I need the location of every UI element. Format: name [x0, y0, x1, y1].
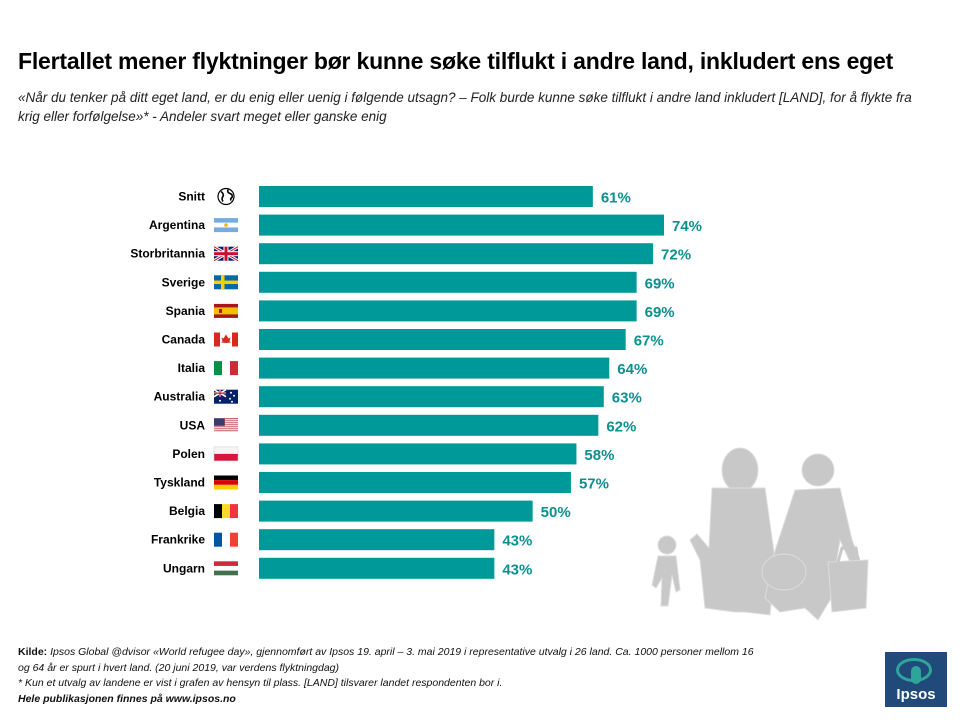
- bar-sverige: [259, 271, 637, 293]
- bar-row-canada: Canada 67%: [162, 329, 664, 350]
- category-label-spania: Spania: [166, 304, 206, 318]
- chart-title: Flertallet mener flyktninger bør kunne s…: [18, 48, 894, 74]
- flag-spain-icon: [214, 303, 238, 318]
- value-label-polen: 58%: [584, 447, 614, 464]
- value-label-frankrike: 43%: [502, 533, 532, 550]
- value-label-italia: 64%: [617, 361, 647, 378]
- flag-belgium-icon: [214, 504, 238, 519]
- bar-row-italia: Italia 64%: [178, 357, 647, 379]
- category-label-snitt: Snitt: [178, 190, 205, 204]
- value-label-argentina: 74%: [672, 218, 702, 235]
- bar-snitt: [259, 186, 593, 207]
- value-label-spania: 69%: [645, 304, 675, 321]
- flag-poland-icon: [213, 446, 239, 462]
- chart-subtitle: «Når du tenker på ditt eget land, er du …: [18, 90, 912, 124]
- value-label-australia: 63%: [612, 390, 642, 407]
- value-label-storbritannia: 72%: [661, 247, 691, 264]
- bar-row-ungarn: Ungarn 43%: [163, 557, 532, 579]
- bar-row-frankrike: Frankrike 43%: [151, 529, 532, 551]
- value-label-tyskland: 57%: [579, 476, 609, 493]
- flag-hungary-icon: [214, 561, 238, 576]
- flag-australia-icon: [213, 389, 238, 404]
- flag-sweden-icon: [214, 275, 238, 290]
- source-line: Kilde: Ipsos Global @dvisor «World refug…: [18, 645, 758, 676]
- globe-icon: [217, 187, 235, 206]
- flag-germany-icon: [214, 475, 238, 490]
- bar-row-spania: Spania 69%: [166, 300, 675, 322]
- bar-argentina: [259, 214, 664, 236]
- category-label-polen: Polen: [172, 447, 205, 461]
- value-label-ungarn: 43%: [502, 561, 532, 578]
- category-label-italia: Italia: [178, 361, 206, 375]
- bar-row-tyskland: Tyskland 57%: [154, 472, 609, 493]
- bar-usa: [259, 414, 599, 436]
- bar-row-belgia: Belgia 50%: [169, 500, 571, 522]
- category-label-tyskland: Tyskland: [154, 476, 205, 490]
- bar-row-polen: Polen 58%: [172, 443, 614, 465]
- category-label-sverige: Sverige: [162, 275, 206, 289]
- bar-chart: Snitt 61% Argentina 74% Storbritannia 72% Sver…: [130, 186, 869, 621]
- logo-text: Ipsos: [896, 686, 936, 703]
- source-text: Ipsos Global @dvisor «World refugee day»…: [18, 646, 754, 674]
- bar-row-storbritannia: Storbritannia 72%: [130, 243, 691, 265]
- flag-argentina-icon: [214, 218, 238, 233]
- bar-storbritannia: [259, 243, 654, 265]
- category-label-belgia: Belgia: [169, 504, 205, 518]
- value-label-usa: 62%: [606, 418, 636, 435]
- bar-canada: [259, 329, 626, 350]
- ipsos-logo: Ipsos: [885, 652, 947, 707]
- footer-notes: Kilde: Ipsos Global @dvisor «World refug…: [18, 645, 758, 707]
- category-label-australia: Australia: [154, 390, 206, 404]
- value-label-belgia: 50%: [541, 504, 571, 521]
- publication-note: Hele publikasjonen finnes på www.ipsos.n…: [18, 692, 236, 705]
- flag-usa-icon: [214, 418, 238, 433]
- flag-canada-icon: [214, 332, 238, 347]
- value-label-snitt: 61%: [601, 190, 631, 207]
- bar-polen: [259, 443, 577, 465]
- bar-ungarn: [259, 557, 495, 579]
- footnote: * Kun et utvalg av landene er vist i gra…: [18, 677, 503, 689]
- category-label-storbritannia: Storbritannia: [130, 247, 205, 261]
- category-label-ungarn: Ungarn: [163, 561, 205, 575]
- bar-row-snitt: Snitt 61%: [178, 186, 631, 207]
- bar-australia: [259, 386, 604, 408]
- bar-belgia: [259, 500, 533, 522]
- bar-row-sverige: Sverige 69%: [162, 271, 675, 293]
- bar-row-australia: Australia 63%: [154, 386, 642, 408]
- value-label-sverige: 69%: [645, 275, 675, 292]
- bar-italia: [259, 357, 610, 379]
- value-label-canada: 67%: [634, 333, 664, 350]
- bar-row-argentina: Argentina 74%: [149, 214, 702, 236]
- bar-tyskland: [259, 472, 571, 493]
- refugee-family-illustration: [651, 447, 869, 621]
- flag-italy-icon: [214, 361, 238, 376]
- bar-spania: [259, 300, 637, 322]
- source-label: Kilde:: [18, 646, 48, 658]
- category-label-frankrike: Frankrike: [151, 533, 205, 547]
- category-label-usa: USA: [180, 418, 206, 432]
- category-label-argentina: Argentina: [149, 218, 205, 232]
- bar-row-usa: USA 62%: [180, 414, 636, 436]
- category-label-canada: Canada: [162, 333, 206, 347]
- flag-uk-icon: [213, 245, 239, 262]
- bar-frankrike: [259, 529, 495, 551]
- flag-france-icon: [214, 532, 238, 547]
